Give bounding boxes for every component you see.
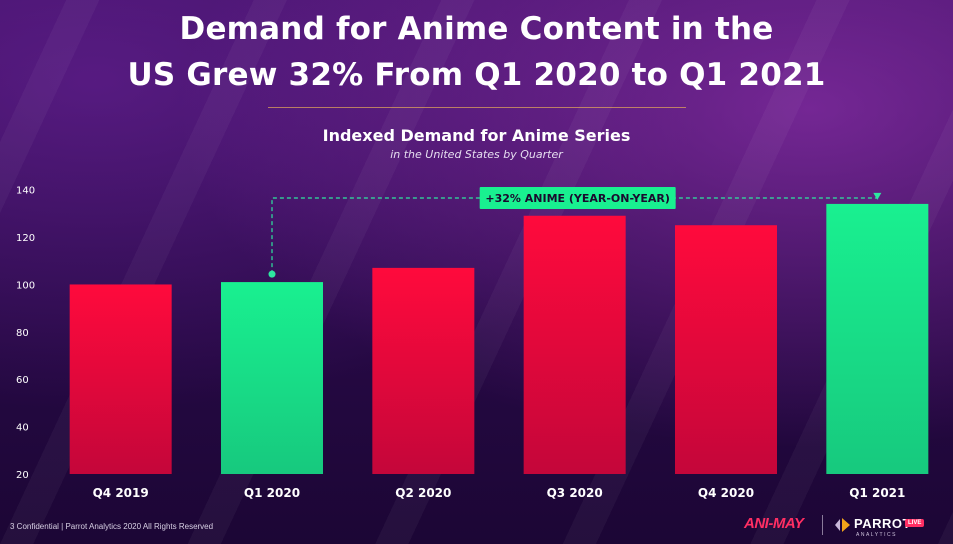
bar-q1-2020 (221, 282, 323, 474)
x-tick-label: Q4 2019 (93, 486, 149, 500)
x-axis: Q4 2019 Q1 2020 Q2 2020 Q3 2020 Q4 2020 Q1 20… (93, 486, 906, 500)
parrot-logo-icon (835, 518, 850, 532)
parrot-logo-subtext: ANALYTICS (856, 532, 897, 538)
annotation-start-dot (268, 270, 276, 278)
bar-q2-2020 (372, 267, 475, 474)
slide-title-line2: US Grew 32% From Q1 2020 to Q1 2021 (127, 57, 826, 93)
y-tick-label: 60 (16, 375, 29, 386)
annotation-arrowhead (873, 192, 882, 200)
footer-confidential: 3 Confidential | Parrot Analytics 2020 A… (10, 522, 214, 531)
logo-separator (822, 515, 823, 535)
chart-title: Indexed Demand for Anime Series (322, 126, 631, 145)
y-axis: 20 40 60 80 100 120 140 (16, 186, 35, 481)
bar-q4-2020 (675, 225, 777, 474)
bar-q4-2019 (69, 284, 172, 474)
y-tick-label: 120 (16, 233, 35, 244)
y-tick-label: 40 (16, 423, 29, 434)
bar-q1-2021 (826, 203, 929, 474)
bar-q3-2020 (523, 215, 626, 474)
yoy-annotation: +32% ANIME (YEAR-ON-YEAR) (268, 187, 882, 278)
slide-title: Demand for Anime Content in the US Grew … (0, 6, 953, 98)
y-tick-label: 20 (16, 470, 29, 481)
y-tick-label: 100 (16, 280, 35, 291)
x-tick-label: Q2 2020 (395, 486, 451, 500)
y-tick-label: 80 (16, 328, 29, 339)
live-badge: LIVE (905, 519, 925, 527)
bars (69, 203, 929, 474)
title-divider (268, 107, 686, 108)
y-tick-label: 140 (16, 186, 35, 197)
chart-subtitle: in the United States by Quarter (390, 148, 563, 161)
annotation-badge (479, 187, 676, 209)
parrot-logo: PARROT (854, 516, 911, 531)
animay-logo: ANI-MAY (744, 515, 804, 532)
x-tick-label: Q1 2020 (244, 486, 300, 500)
x-tick-label: Q4 2020 (698, 486, 754, 500)
annotation-label: +32% ANIME (YEAR-ON-YEAR) (485, 192, 670, 205)
x-tick-label: Q3 2020 (547, 486, 603, 500)
slide-title-line1: Demand for Anime Content in the (179, 11, 774, 47)
x-tick-label: Q1 2021 (849, 486, 905, 500)
